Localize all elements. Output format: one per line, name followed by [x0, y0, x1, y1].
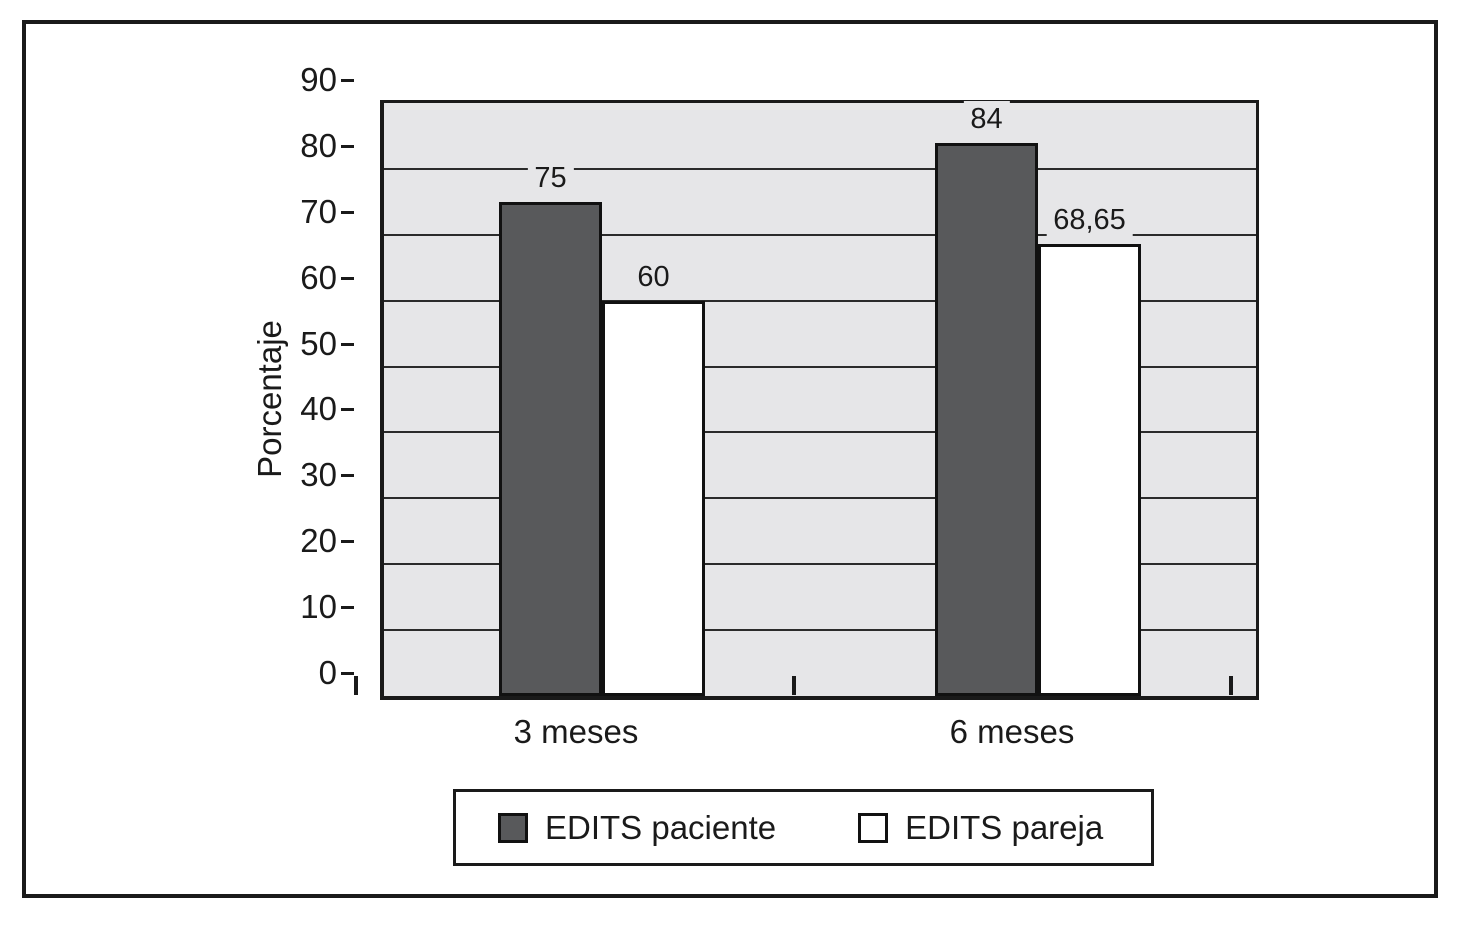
y-tick [341, 408, 354, 412]
y-tick-label: 30 [300, 456, 337, 494]
legend-label-pareja: EDITS pareja [905, 808, 1104, 846]
gridline [384, 431, 1256, 434]
y-tick [341, 276, 354, 280]
y-tick [341, 474, 354, 478]
gridline [384, 233, 1256, 236]
bar-value-label: 84 [963, 100, 1010, 137]
y-tick [341, 540, 354, 544]
y-tick [341, 672, 354, 675]
figure-border: Porcentaje 75 60 84 68,65 0 10 20 30 40 50 60 70 80… [22, 20, 1438, 898]
bar-value-label: 60 [630, 258, 677, 295]
bar-value-label: 68,65 [1046, 201, 1133, 238]
gridline [384, 365, 1256, 368]
y-tick-label: 10 [300, 588, 337, 626]
y-tick [341, 342, 354, 346]
gridline [384, 167, 1256, 170]
category-label: 3 meses [513, 713, 639, 750]
x-tick [792, 676, 796, 695]
y-tick-label: 70 [300, 192, 337, 230]
x-tick [1229, 676, 1233, 695]
y-tick-label: 20 [300, 522, 337, 560]
gridline [384, 299, 1256, 302]
y-tick-label: 0 [318, 654, 337, 691]
legend-swatch-pareja-icon [858, 812, 889, 843]
legend-item-paciente: EDITS paciente [498, 809, 776, 847]
legend-swatch-paciente-icon [498, 812, 528, 843]
y-tick-label: 90 [300, 61, 337, 98]
x-tick [354, 676, 358, 695]
bar-value-label: 75 [527, 159, 574, 196]
y-tick-label: 40 [300, 390, 337, 428]
y-tick [341, 606, 354, 610]
plot-area: 75 60 84 68,65 [380, 100, 1259, 700]
legend-item-pareja: EDITS pareja [858, 809, 1103, 847]
bar [935, 142, 1038, 696]
y-tick-label: 80 [300, 126, 337, 164]
y-tick-label: 50 [300, 324, 337, 362]
y-tick-label: 60 [300, 258, 337, 296]
gridline [384, 563, 1256, 566]
y-tick [341, 144, 354, 148]
gridline [384, 497, 1256, 500]
gridline [384, 629, 1256, 632]
bar [1038, 243, 1141, 696]
legend: EDITS paciente EDITS pareja [453, 789, 1154, 866]
legend-label-paciente: EDITS paciente [545, 808, 777, 846]
y-tick [341, 210, 354, 214]
y-tick [341, 79, 354, 82]
bar [602, 300, 705, 696]
category-label: 6 meses [949, 713, 1075, 750]
bar [499, 201, 602, 696]
